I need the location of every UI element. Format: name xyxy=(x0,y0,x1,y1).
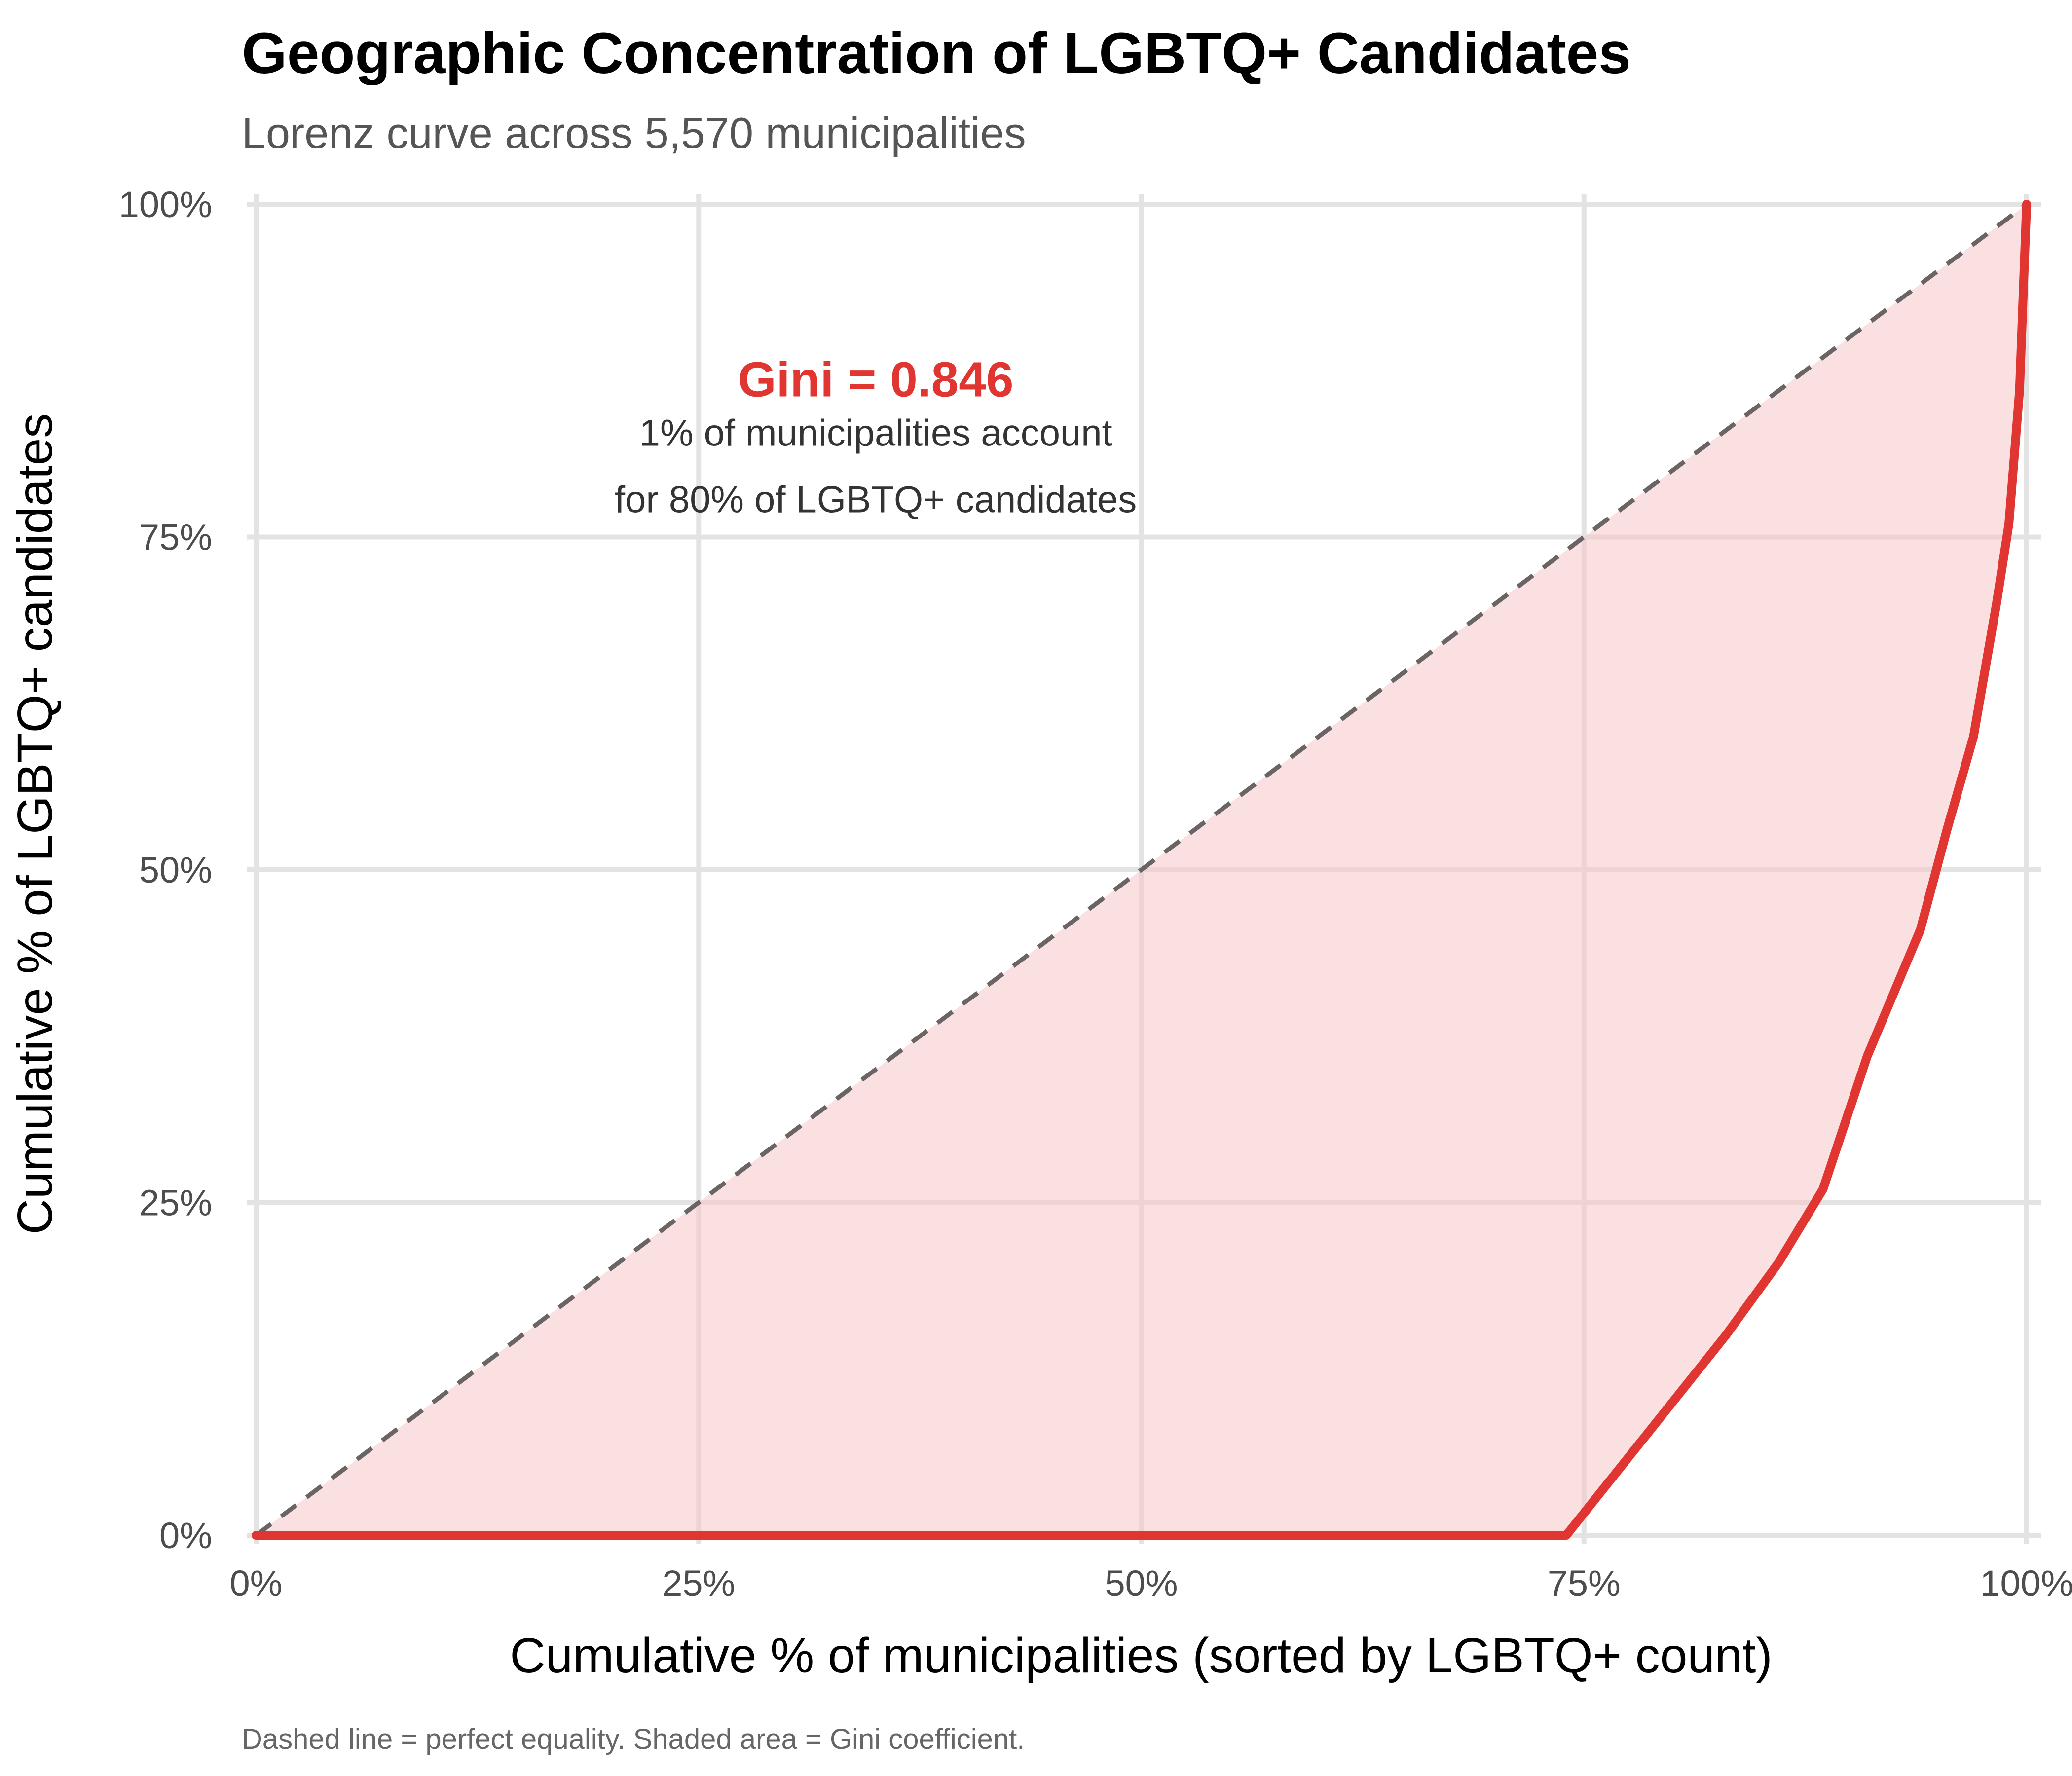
y-tick-label: 0% xyxy=(159,1515,212,1556)
chart-title: Geographic Concentration of LGBTQ+ Candi… xyxy=(242,21,1631,86)
x-axis-label: Cumulative % of municipalities (sorted b… xyxy=(510,1628,1772,1683)
annotation-line-2: for 80% of LGBTQ+ candidates xyxy=(615,479,1137,521)
x-tick-label: 100% xyxy=(1980,1563,2072,1604)
series-layer xyxy=(252,200,2031,1540)
y-axis-label: Cumulative % of LGBTQ+ candidates xyxy=(7,413,63,1235)
x-tick-label: 0% xyxy=(230,1563,283,1604)
equality-line xyxy=(255,202,2028,1537)
x-tick-label: 50% xyxy=(1105,1563,1178,1604)
annotation-line-1: 1% of municipalities account xyxy=(639,412,1112,454)
lorenz-curve xyxy=(252,200,2031,1540)
gini-annotation: Gini = 0.846 xyxy=(738,352,1014,407)
y-tick-label: 25% xyxy=(139,1183,212,1223)
chart-subtitle: Lorenz curve across 5,570 municipalities xyxy=(242,109,1026,157)
y-tick-label: 75% xyxy=(139,517,212,558)
tick-labels: 0% 25% 50% 75% 100% 0% 25% 50% 75% 100% xyxy=(119,184,2072,1604)
y-tick-label: 100% xyxy=(119,184,212,225)
x-tick-label: 25% xyxy=(662,1563,735,1604)
x-tick-label: 75% xyxy=(1548,1563,1621,1604)
y-tick-label: 50% xyxy=(139,850,212,890)
chart-caption: Dashed line = perfect equality. Shaded a… xyxy=(242,1723,1025,1755)
